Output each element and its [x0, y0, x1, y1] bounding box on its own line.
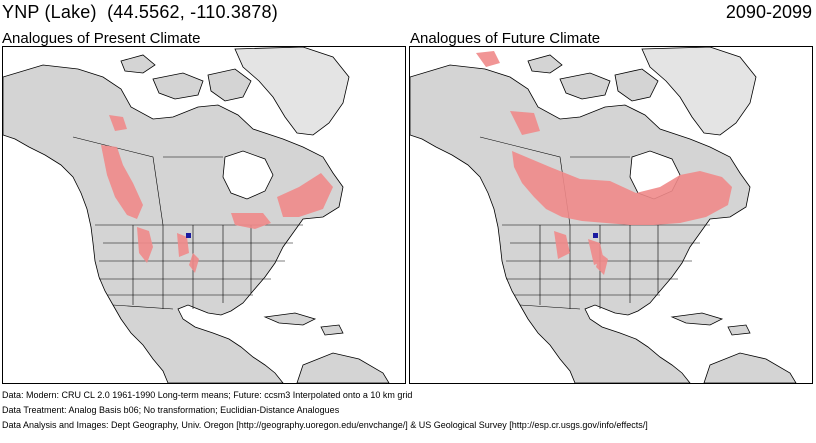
site-title: YNP (Lake) (44.5562, -110.3878): [2, 2, 278, 22]
land-caribbean: [670, 312, 751, 336]
period-label: 2090-2099: [725, 2, 812, 22]
land-south-america: [296, 352, 390, 383]
site-marker: [186, 233, 191, 238]
land-caribbean: [263, 312, 344, 336]
land-north-america: [3, 47, 350, 383]
land-north-america: [410, 47, 757, 383]
analog-regions-present: [101, 115, 333, 273]
footer-treatment-line: Data Treatment: Analog Basis b06; No tra…: [2, 405, 340, 415]
site-marker: [593, 233, 598, 238]
panel-title-present: Analogues of Present Climate: [2, 30, 201, 47]
map-future: [409, 46, 813, 384]
land-south-america: [703, 352, 797, 383]
analog-regions-future: [476, 51, 732, 275]
panel-title-future: Analogues of Future Climate: [410, 30, 601, 47]
footer-data-line: Data: Modern: CRU CL 2.0 1961-1990 Long-…: [2, 390, 413, 400]
map-present: [2, 46, 406, 384]
footer-analysis-line: Data Analysis and Images: Dept Geography…: [2, 420, 648, 430]
